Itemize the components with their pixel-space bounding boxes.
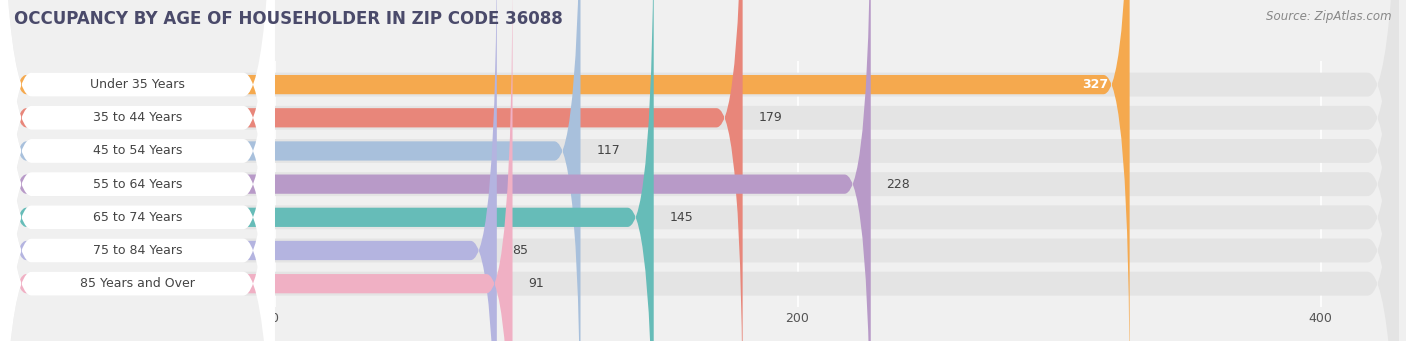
Text: Under 35 Years: Under 35 Years [90, 78, 184, 91]
Text: 228: 228 [886, 178, 910, 191]
Text: 35 to 44 Years: 35 to 44 Years [93, 111, 181, 124]
Text: Source: ZipAtlas.com: Source: ZipAtlas.com [1267, 10, 1392, 23]
Text: 55 to 64 Years: 55 to 64 Years [93, 178, 181, 191]
Text: 75 to 84 Years: 75 to 84 Years [93, 244, 181, 257]
Text: 327: 327 [1083, 78, 1109, 91]
FancyBboxPatch shape [0, 0, 274, 341]
FancyBboxPatch shape [0, 0, 654, 341]
Text: 85 Years and Over: 85 Years and Over [80, 277, 194, 290]
FancyBboxPatch shape [0, 0, 742, 341]
FancyBboxPatch shape [0, 0, 274, 341]
Text: OCCUPANCY BY AGE OF HOUSEHOLDER IN ZIP CODE 36088: OCCUPANCY BY AGE OF HOUSEHOLDER IN ZIP C… [14, 10, 562, 28]
FancyBboxPatch shape [0, 0, 274, 341]
Text: 85: 85 [513, 244, 529, 257]
Text: 65 to 74 Years: 65 to 74 Years [93, 211, 181, 224]
Text: 91: 91 [529, 277, 544, 290]
Text: 117: 117 [596, 145, 620, 158]
Text: 179: 179 [758, 111, 782, 124]
FancyBboxPatch shape [0, 0, 274, 341]
Text: 45 to 54 Years: 45 to 54 Years [93, 145, 181, 158]
FancyBboxPatch shape [0, 0, 870, 341]
FancyBboxPatch shape [0, 0, 274, 341]
Text: 145: 145 [669, 211, 693, 224]
FancyBboxPatch shape [0, 0, 496, 341]
FancyBboxPatch shape [0, 0, 274, 341]
FancyBboxPatch shape [0, 0, 513, 341]
FancyBboxPatch shape [0, 0, 274, 341]
FancyBboxPatch shape [0, 0, 1129, 341]
FancyBboxPatch shape [0, 0, 581, 341]
